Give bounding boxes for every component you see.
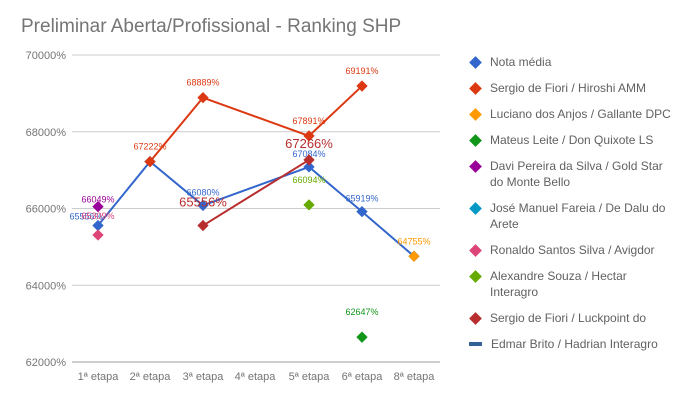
diamond-swatch-icon [469, 160, 482, 173]
x-tick-label: 5ª etapa [289, 371, 331, 383]
series-line-segment [202, 96, 310, 137]
data-label: 67266% [285, 136, 333, 151]
series-line-segment [202, 165, 310, 207]
diamond-swatch-icon [469, 202, 482, 215]
data-point-marker[interactable] [356, 205, 368, 218]
line-swatch-icon [469, 342, 482, 346]
series-line-segment [149, 160, 204, 207]
legend-label: Sergio de Fiori / Luckpoint do [490, 311, 647, 325]
series-line-segment [308, 166, 363, 213]
legend-item[interactable]: Mateus Leite / Don Quixote LS [468, 132, 684, 148]
legend-item[interactable]: Davi Pereira da Silva / Gold Star do Mon… [468, 158, 684, 190]
series-line-segment [308, 85, 363, 137]
x-tick-label: 8ª etapa [394, 371, 436, 383]
diamond-swatch-icon [469, 56, 482, 69]
y-tick-label: 62000% [26, 357, 67, 369]
y-tick-label: 68000% [26, 127, 67, 139]
data-label: 68889% [186, 78, 219, 88]
data-point-marker[interactable] [303, 130, 315, 142]
data-label: 69191% [345, 66, 378, 76]
data-label: 65556% [69, 212, 102, 222]
series-line-segment [97, 160, 151, 227]
series-line-segment [202, 159, 310, 227]
diamond-swatch-icon [469, 134, 482, 147]
legend-item[interactable]: Ronaldo Santos Silva / Avigdor [468, 242, 684, 258]
data-label: 62647% [345, 307, 378, 317]
legend-label: Edmar Brito / Hadrian Interagro [491, 337, 658, 351]
legend-item[interactable]: Sergio de Fiori / Luckpoint do [468, 310, 684, 326]
diamond-swatch-icon [469, 82, 482, 95]
data-point-marker[interactable] [303, 161, 315, 173]
legend-label: Ronaldo Santos Silva / Avigdor [490, 243, 655, 257]
legend-item[interactable]: Nota média [468, 54, 684, 70]
diamond-swatch-icon [469, 270, 482, 283]
x-tick-label: 4ª etapa [235, 371, 277, 383]
legend-label: José Manuel Fareia / De Dalu do Arete [490, 201, 666, 231]
series-line-segment [149, 96, 204, 163]
legend-label: Alexandre Souza / Hectar Interagro [490, 269, 627, 299]
data-label: 66049% [81, 195, 114, 205]
data-label: 65919% [345, 194, 378, 204]
chart-legend: Nota média Sergio de Fiori / Hiroshi AMM L… [468, 54, 684, 362]
legend-label: Davi Pereira da Silva / Gold Star do Mon… [490, 159, 663, 189]
data-label: 67891% [292, 116, 325, 126]
y-tick-label: 64000% [26, 280, 67, 292]
diamond-swatch-icon [469, 244, 482, 257]
data-label: 65309% [81, 211, 114, 221]
data-point-marker[interactable] [144, 155, 156, 168]
data-label: 66094% [292, 175, 325, 185]
data-label: 64755% [397, 236, 430, 246]
x-tick-label: 1ª etapa [78, 371, 120, 383]
x-tick-label: 6ª etapa [342, 371, 384, 383]
legend-item[interactable]: Edmar Brito / Hadrian Interagro [468, 336, 684, 352]
x-tick-label: 3ª etapa [183, 371, 225, 383]
legend-label: Sergio de Fiori / Hiroshi AMM [490, 81, 647, 95]
legend-label: Nota média [490, 55, 552, 69]
chart-title: Preliminar Aberta/Profissional - Ranking… [21, 16, 402, 37]
legend-label: Mateus Leite / Don Quixote LS [490, 133, 654, 147]
y-tick-label: 66000% [26, 204, 67, 216]
data-label: 65556% [179, 195, 227, 210]
legend-item[interactable]: José Manuel Fareia / De Dalu do Arete [468, 200, 684, 232]
data-point-marker[interactable] [303, 154, 315, 166]
legend-label: Luciano dos Anjos / Gallante DPC [490, 107, 671, 121]
legend-item[interactable]: Alexandre Souza / Hectar Interagro [468, 268, 684, 300]
x-tick-label: 2ª etapa [130, 371, 172, 383]
data-point-marker[interactable] [356, 331, 368, 343]
diamond-swatch-icon [469, 312, 482, 325]
data-label: 67084% [292, 149, 325, 159]
y-tick-label: 70000% [26, 50, 67, 62]
legend-item[interactable]: Luciano dos Anjos / Gallante DPC [468, 106, 684, 122]
diamond-swatch-icon [469, 108, 482, 121]
data-point-marker[interactable] [197, 199, 209, 212]
data-point-marker[interactable] [92, 229, 104, 241]
series-line-segment [361, 210, 415, 258]
data-point-marker[interactable] [197, 219, 209, 232]
data-point-marker[interactable] [303, 199, 315, 211]
data-label: 67222% [133, 142, 166, 152]
data-label: 66080% [186, 187, 219, 197]
legend-item[interactable]: Sergio de Fiori / Hiroshi AMM [468, 80, 684, 96]
